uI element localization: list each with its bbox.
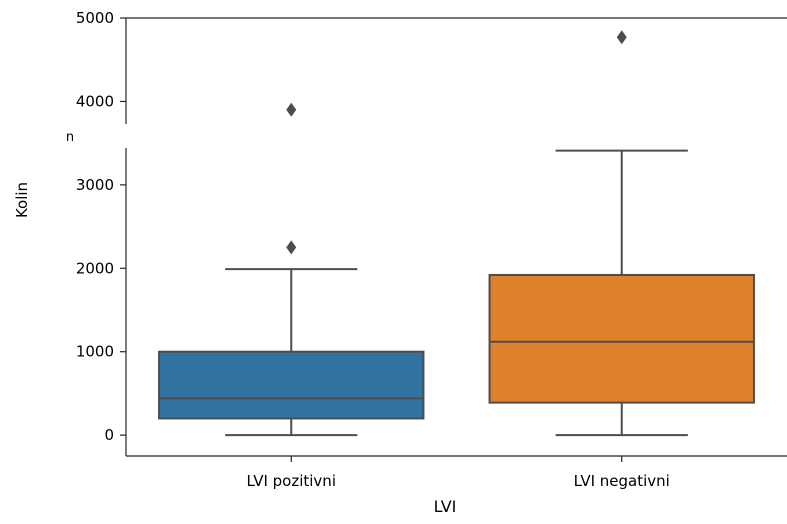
axes-frame (125, 17, 787, 457)
stray-label: n (66, 130, 74, 145)
y-tick-label: 4000 (76, 92, 114, 110)
outlier-point (616, 30, 627, 45)
boxes-layer (158, 30, 755, 437)
y-tick-label: 5000 (76, 9, 114, 27)
y-tick-label: 3000 (76, 176, 114, 194)
x-tick-label: LVI negativni (574, 472, 670, 490)
box-group (488, 30, 755, 437)
y-axis-label: Kolin (13, 182, 31, 218)
box-body (488, 273, 755, 404)
box-group (158, 102, 425, 437)
outlier-point (286, 102, 297, 117)
y-tick-label: 2000 (76, 259, 114, 277)
box-body (158, 350, 425, 420)
y-tick-label: 1000 (76, 343, 114, 361)
y-tick-label: 0 (104, 426, 114, 444)
outlier-point (286, 240, 297, 255)
y-ticks-layer: 0 1000 2000 3000 4000 5000 (76, 9, 126, 444)
x-ticks-layer: LVI pozitivni LVI negativni (246, 456, 670, 490)
x-tick-label: LVI pozitivni (246, 472, 336, 490)
x-axis-label: LVI (434, 497, 457, 516)
